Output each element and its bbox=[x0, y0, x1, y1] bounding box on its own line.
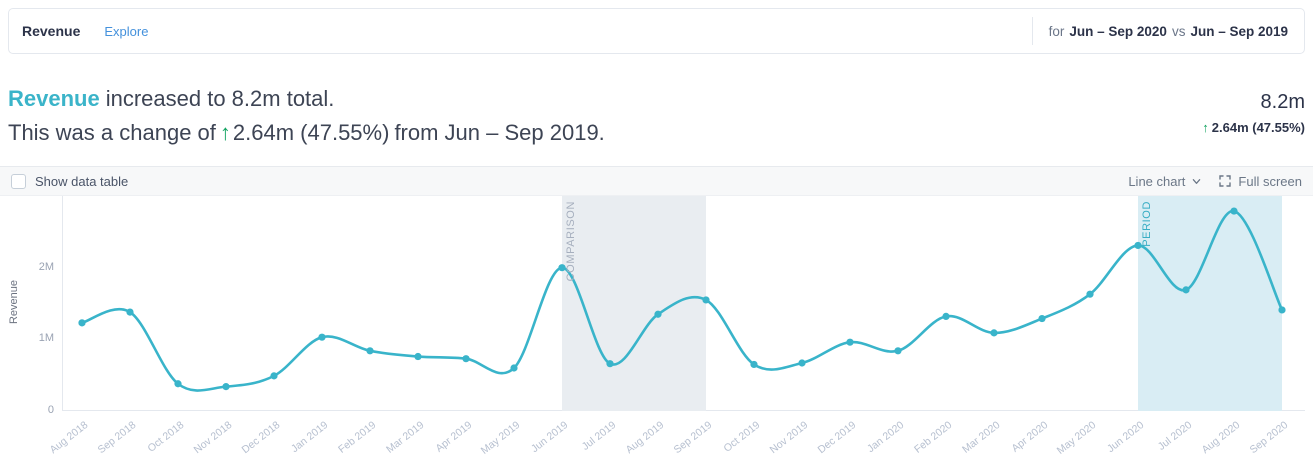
revenue-line bbox=[80, 209, 1284, 392]
current-period: Jun – Sep 2020 bbox=[1069, 23, 1167, 39]
data-point-sep-2019[interactable] bbox=[702, 296, 710, 304]
data-point-dec-2019[interactable] bbox=[846, 338, 854, 346]
data-point-jan-2019[interactable] bbox=[318, 333, 326, 341]
up-arrow-icon: ↑ bbox=[1202, 120, 1209, 135]
data-point-aug-2018[interactable] bbox=[78, 319, 86, 327]
comparison-period: Jun – Sep 2019 bbox=[1190, 23, 1288, 39]
data-point-oct-2018[interactable] bbox=[174, 380, 182, 388]
data-point-mar-2020[interactable] bbox=[990, 329, 998, 337]
delta-value: ↑ 2.64m (47.55%) bbox=[1202, 120, 1305, 135]
total-value: 8.2m bbox=[1260, 91, 1305, 113]
data-point-jun-2020[interactable] bbox=[1134, 241, 1142, 250]
chevron-down-icon bbox=[1193, 178, 1201, 184]
headline-line2-prefix: This was a change of bbox=[8, 120, 216, 145]
data-point-jun-2019[interactable] bbox=[558, 264, 566, 272]
data-point-apr-2019[interactable] bbox=[462, 355, 470, 363]
delta-text: 2.64m (47.55%) bbox=[1211, 120, 1305, 135]
chart-type-label: Line chart bbox=[1128, 173, 1186, 189]
y-axis-tick: 0 bbox=[47, 404, 54, 416]
period-vs-label: vs bbox=[1171, 23, 1186, 39]
data-point-mar-2019[interactable] bbox=[414, 352, 422, 361]
up-arrow-icon: ↑ bbox=[219, 120, 231, 145]
explore-link[interactable]: Explore bbox=[104, 23, 149, 39]
period-band bbox=[1138, 196, 1282, 411]
chart-toolbar: Show data table Line chart Full screen bbox=[0, 166, 1313, 196]
headline-line2: This was a change of ↑2.64m (47.55%) from … bbox=[8, 116, 605, 150]
show-data-table-checkbox[interactable] bbox=[11, 173, 26, 189]
y-axis-tick: 1M bbox=[38, 332, 54, 345]
header-period: for Jun – Sep 2020 vs Jun – Sep 2019 bbox=[1031, 17, 1288, 45]
data-point-jan-2020[interactable] bbox=[894, 347, 902, 355]
show-data-table-label[interactable]: Show data table bbox=[35, 173, 129, 189]
change-value: 2.64m (47.55%) bbox=[232, 120, 390, 145]
toolbar-right: Line chart Full screen bbox=[1128, 174, 1302, 189]
data-point-sep-2020[interactable] bbox=[1278, 306, 1286, 314]
data-point-aug-2020[interactable] bbox=[1230, 207, 1238, 215]
comparison-band-label: COMPARISON bbox=[565, 201, 577, 282]
data-point-jul-2019[interactable] bbox=[606, 360, 614, 368]
data-point-may-2020[interactable] bbox=[1086, 290, 1094, 298]
data-point-feb-2020[interactable] bbox=[942, 312, 950, 320]
y-axis-title: Revenue bbox=[8, 279, 20, 324]
data-point-feb-2019[interactable] bbox=[366, 347, 374, 355]
headline-line2-suffix: from Jun – Sep 2019. bbox=[394, 120, 605, 145]
stats-block: 8.2m ↑ 2.64m (47.55%) bbox=[1202, 82, 1305, 135]
full-screen-label: Full screen bbox=[1238, 173, 1302, 189]
headline-line1: Revenue increased to 8.2m total. bbox=[8, 82, 605, 116]
data-point-dec-2018[interactable] bbox=[270, 372, 278, 380]
summary-section: Revenue increased to 8.2m total. This was… bbox=[8, 82, 1305, 150]
chart-plot[interactable] bbox=[62, 196, 1305, 411]
data-point-sep-2018[interactable] bbox=[126, 308, 134, 316]
data-point-aug-2019[interactable] bbox=[654, 310, 662, 318]
period-for-label: for bbox=[1048, 23, 1065, 39]
data-point-nov-2018[interactable] bbox=[222, 383, 230, 391]
data-point-oct-2019[interactable] bbox=[750, 360, 758, 369]
headline: Revenue increased to 8.2m total. This was… bbox=[8, 82, 605, 150]
chart-type-dropdown[interactable]: Line chart bbox=[1128, 174, 1201, 189]
full-screen-button[interactable]: Full screen bbox=[1219, 174, 1302, 189]
data-point-apr-2020[interactable] bbox=[1038, 314, 1046, 323]
line-chart-canvas bbox=[78, 196, 1286, 411]
data-point-nov-2019[interactable] bbox=[798, 359, 806, 367]
metric-name: Revenue bbox=[8, 86, 100, 111]
widget-title: Revenue bbox=[22, 23, 81, 39]
headline-line1-text: increased to 8.2m total. bbox=[105, 86, 335, 111]
period-band-label: PERIOD bbox=[1141, 201, 1153, 247]
data-point-may-2019[interactable] bbox=[510, 364, 518, 372]
comparison-band bbox=[562, 196, 706, 411]
data-point-jul-2020[interactable] bbox=[1182, 286, 1190, 294]
y-axis-tick: 2M bbox=[38, 260, 54, 273]
full-screen-icon bbox=[1219, 175, 1232, 187]
header-card: Revenue Explore for Jun – Sep 2020 vs Ju… bbox=[8, 8, 1305, 54]
chart-area: COMPARISON PERIOD 0 1M 2M Revenue Aug 2018 Sep … bbox=[0, 196, 1313, 470]
